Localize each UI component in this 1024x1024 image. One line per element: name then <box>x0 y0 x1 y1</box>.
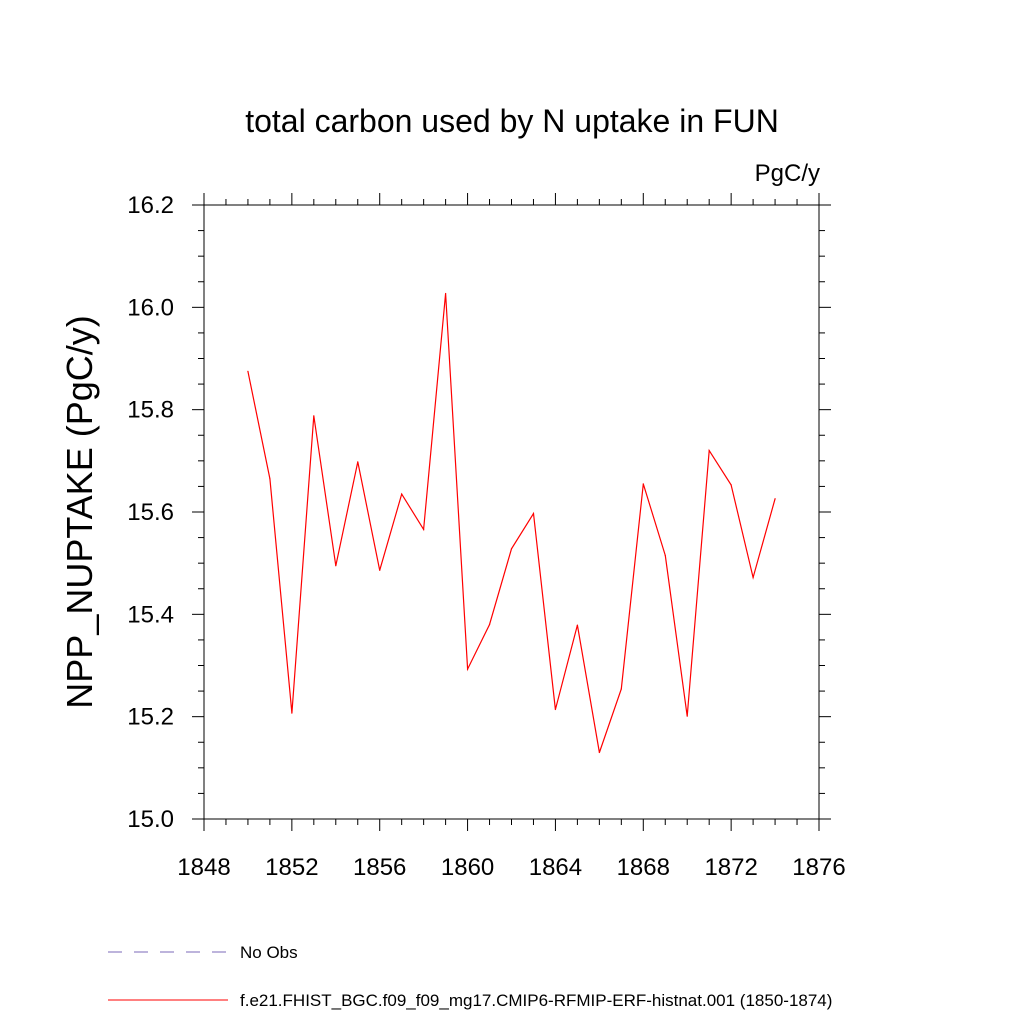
data-point <box>445 292 447 295</box>
data-point <box>379 569 381 571</box>
x-tick-label: 1876 <box>792 854 845 881</box>
data-point <box>598 751 600 754</box>
data-point <box>466 668 469 670</box>
x-tick-label: 1852 <box>265 854 318 881</box>
y-tick-label: 15.8 <box>127 397 174 424</box>
series-line-0 <box>247 293 776 753</box>
y-tick-label: 15.4 <box>127 601 174 628</box>
data-point <box>357 461 359 463</box>
x-tick-label: 1860 <box>441 854 494 881</box>
x-tick-label: 1848 <box>177 854 230 881</box>
units-label: PgC/y <box>755 160 820 187</box>
data-point <box>686 715 688 717</box>
y-tick-label: 16.2 <box>127 192 174 219</box>
data-point <box>488 623 491 626</box>
data-point <box>247 370 249 372</box>
x-tick-label: 1868 <box>617 854 670 881</box>
data-point <box>269 478 271 480</box>
data-point <box>401 493 403 495</box>
data-point <box>291 712 293 714</box>
data-point <box>708 450 710 452</box>
data-point <box>510 548 513 550</box>
data-point <box>532 512 535 515</box>
x-tick-label: 1872 <box>704 854 757 881</box>
data-point <box>664 554 666 557</box>
data-point <box>576 624 578 626</box>
y-axis-label: NPP_NUPTAKE (PgC/y) <box>59 315 100 708</box>
legend: No Obs f.e21.FHIST_BGC.f09_f09_mg17.CMIP6… <box>108 943 832 1010</box>
ticks: 1848 1852 1856 1860 1864 1868 1872 1876 15.0 15.2… <box>127 192 845 881</box>
data-point <box>620 688 622 690</box>
data-point <box>335 565 337 567</box>
data-point <box>774 498 776 500</box>
data-series <box>247 292 776 754</box>
data-point <box>752 576 754 579</box>
y-tick-label: 15.0 <box>127 806 174 833</box>
legend-label-0: No Obs <box>240 943 298 962</box>
data-point <box>642 483 644 485</box>
y-tick-label: 15.2 <box>127 704 174 731</box>
chart-title: total carbon used by N uptake in FUN <box>245 103 779 139</box>
data-point <box>554 708 557 711</box>
plot-frame <box>203 204 820 820</box>
data-point <box>730 484 732 486</box>
y-tick-label: 15.6 <box>127 499 174 526</box>
data-point <box>423 528 425 530</box>
y-tick-label: 16.0 <box>127 294 174 321</box>
data-point <box>313 415 315 417</box>
legend-label-1: f.e21.FHIST_BGC.f09_f09_mg17.CMIP6-RFMIP… <box>240 991 832 1010</box>
x-tick-label: 1856 <box>353 854 406 881</box>
x-tick-label: 1864 <box>529 854 582 881</box>
